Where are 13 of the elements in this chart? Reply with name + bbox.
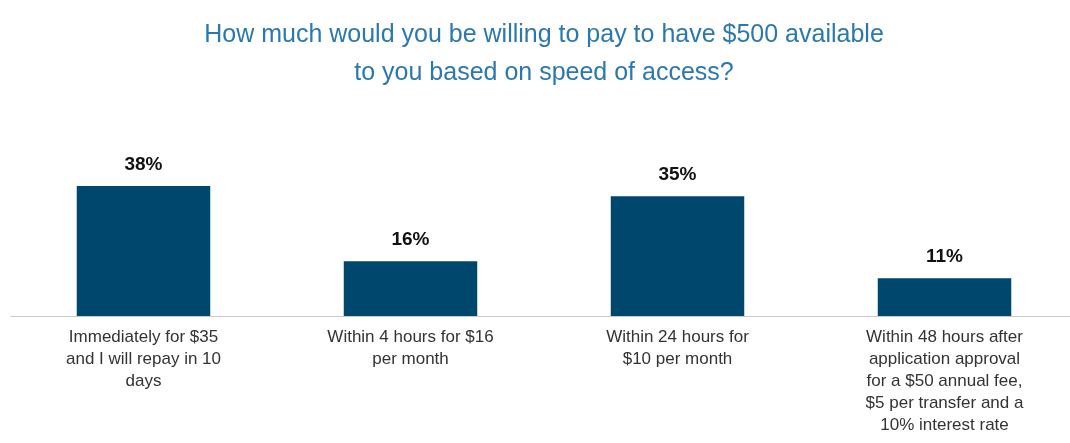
data-label: 35% [658, 163, 697, 185]
chart-title: How much would you be willing to pay to have $500 available to you based on speed of access? [204, 19, 884, 85]
bar [76, 186, 211, 316]
bar [610, 196, 745, 316]
data-label: 38% [124, 153, 163, 174]
x-tick-label: Within 48 hours after application approval for a $50 annual fee, $5 per transfer and a 10% interest rate [865, 326, 1024, 434]
data-label: 16% [391, 228, 430, 250]
bar [877, 278, 1012, 316]
x-tick-label: Immediately for $35 and I will repay in 10 days [66, 326, 221, 390]
x-tick-label: Within 4 hours for $16 per month [327, 326, 494, 368]
data-label: 11% [926, 245, 964, 267]
bar [343, 261, 478, 316]
x-tick-label: Within 24 hours for $10 per month [606, 326, 750, 368]
